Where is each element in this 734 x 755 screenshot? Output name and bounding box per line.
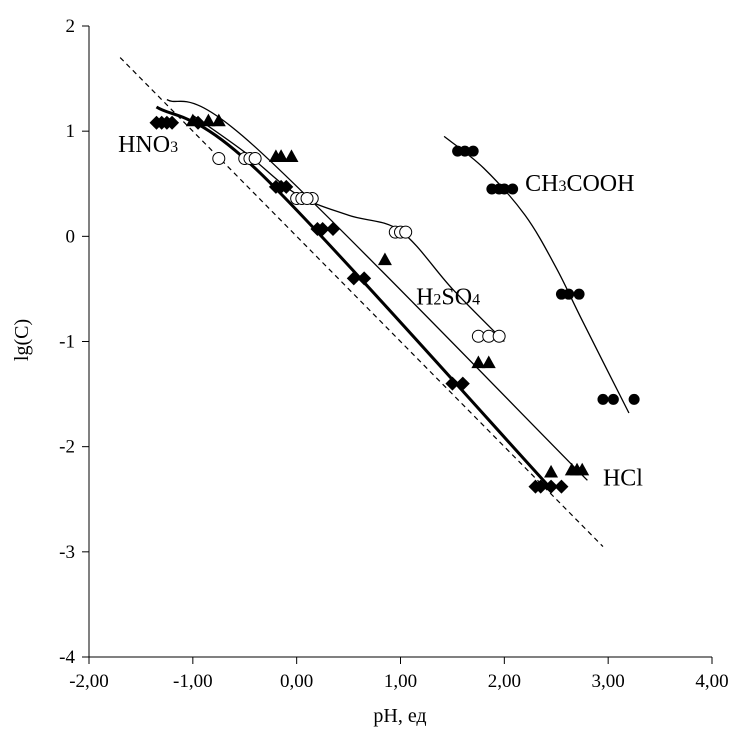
marker-ch3cooh xyxy=(563,288,575,300)
y-tick-label: -4 xyxy=(59,647,75,668)
series-label-h2so4: H2SO4 xyxy=(416,285,480,311)
marker-ch3cooh xyxy=(607,393,619,405)
dashed-reference-line xyxy=(119,57,604,547)
marker-h2so4 xyxy=(212,152,226,166)
marker-hcl xyxy=(377,252,392,266)
x-tick-label: 0,00 xyxy=(280,671,313,692)
marker-ch3cooh xyxy=(597,393,609,405)
series-labels: HNO3 CH3COOH H2SO4 HCl xyxy=(118,132,643,491)
marker-hno3 xyxy=(326,221,341,236)
x-tick-label: -1,00 xyxy=(173,671,213,692)
marker-hcl xyxy=(575,462,590,476)
marker-ch3cooh xyxy=(459,145,471,157)
marker-h2so4 xyxy=(300,191,314,205)
marker-hcl xyxy=(185,113,200,127)
marker-h2so4 xyxy=(399,225,413,239)
y-tick-label: -1 xyxy=(59,332,75,353)
x-tick-label: -2,00 xyxy=(69,671,109,692)
marker-ch3cooh xyxy=(507,183,519,195)
curve-ch3cooh xyxy=(443,135,630,414)
marker-hno3 xyxy=(346,271,361,286)
series-label-ch3cooh: CH3COOH xyxy=(525,171,634,197)
marker-h2so4 xyxy=(492,329,506,343)
y-tick-label: 1 xyxy=(66,121,76,142)
marker-hcl xyxy=(201,113,216,127)
marker-hcl xyxy=(284,149,299,163)
marker-ch3cooh xyxy=(628,393,640,405)
marker-hno3 xyxy=(165,115,180,130)
marker-hno3 xyxy=(445,376,460,391)
x-tick-label: 2,00 xyxy=(488,671,521,692)
marker-hcl xyxy=(274,149,289,163)
marker-h2so4 xyxy=(248,152,262,166)
marker-hno3 xyxy=(315,221,330,236)
marker-hno3 xyxy=(544,479,559,494)
y-tick-label: 2 xyxy=(66,16,76,37)
curve-hcl xyxy=(166,99,588,481)
y-tick-label: 0 xyxy=(66,226,76,247)
marker-ch3cooh xyxy=(498,183,510,195)
marker-hno3 xyxy=(279,179,294,194)
marker-hcl xyxy=(211,113,226,127)
series-label-hcl: HCl xyxy=(603,466,643,492)
y-tick-label: -3 xyxy=(59,542,75,563)
marker-hcl xyxy=(471,355,486,369)
x-axis-title: pH, ед xyxy=(373,705,426,727)
marker-ch3cooh xyxy=(573,288,585,300)
axes: -2,00 -1,00 0,00 1,00 2,00 3,00 4,00 -4 -3 -2 -1 0 1… xyxy=(59,16,728,692)
x-tick-label: 3,00 xyxy=(592,671,625,692)
curve-hno3 xyxy=(155,105,553,490)
x-tick-label: 1,00 xyxy=(384,671,417,692)
marker-ch3cooh xyxy=(467,145,479,157)
marker-hno3 xyxy=(554,479,569,494)
reference-line xyxy=(119,57,604,547)
marker-hno3 xyxy=(533,479,548,494)
marker-hcl xyxy=(481,355,496,369)
marker-hno3 xyxy=(455,376,470,391)
data-markers xyxy=(149,113,640,494)
series-label-hno3: HNO3 xyxy=(118,132,178,158)
x-tick-label: 4,00 xyxy=(695,671,728,692)
marker-hcl xyxy=(544,464,559,478)
marker-hno3 xyxy=(357,271,372,286)
y-axis-title: lg(C) xyxy=(11,319,33,361)
y-tick-label: -2 xyxy=(59,437,75,458)
